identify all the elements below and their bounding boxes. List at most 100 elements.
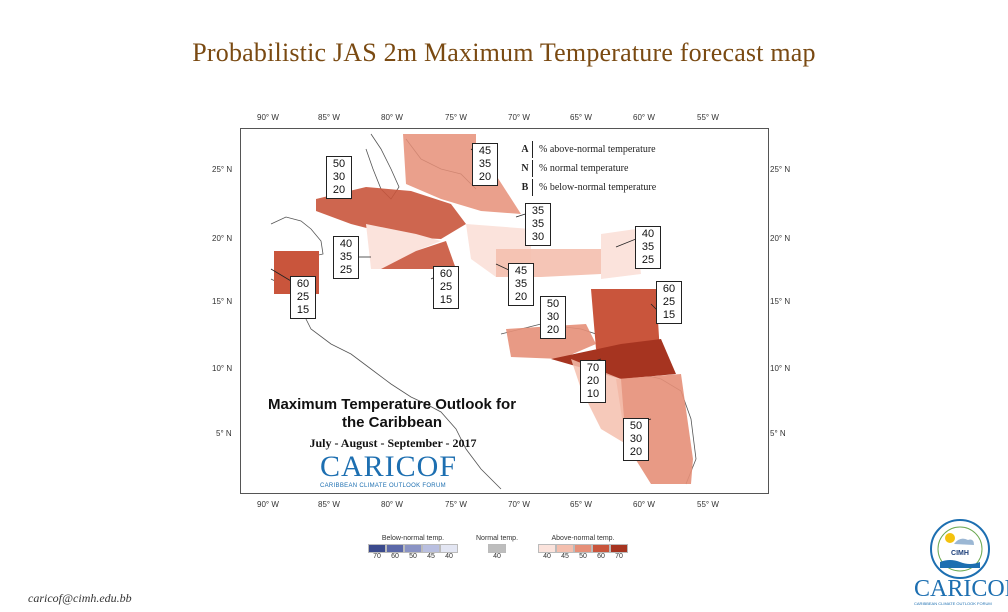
lat-tick-right: 5° N [770, 429, 786, 438]
lon-tick-bottom: 75° W [445, 500, 467, 509]
above-prob: 40 [641, 228, 655, 240]
normal-prob: 35 [641, 241, 655, 253]
legend-text: % below-normal temperature [539, 182, 657, 193]
scale-swatch [488, 544, 506, 553]
below-prob: 25 [641, 254, 655, 266]
above-prob: 50 [546, 298, 560, 310]
below-prob: 15 [662, 309, 676, 321]
probability-box: 40 35 25 [635, 226, 661, 269]
lat-tick-left: 10° N [212, 364, 233, 373]
region-bahamas [403, 134, 521, 214]
region-abc-islands [506, 324, 596, 359]
legend-row: A % above-normal temperature [518, 140, 698, 159]
below-prob: 10 [586, 388, 600, 400]
scale-label: 50 [409, 553, 417, 560]
caricof-small-logo: CARICOF CARIBBEAN CLIMATE OUTLOOK FORUM [914, 576, 1008, 606]
probability-box: 70 20 10 [580, 360, 606, 403]
lat-tick-right: 10° N [770, 364, 791, 373]
cimh-logo-text: CIMH [951, 550, 969, 557]
below-normal-title: Below-normal temp. [381, 535, 445, 542]
above-prob: 60 [296, 278, 310, 290]
legend-row: N % normal temperature [518, 159, 698, 178]
scale-label: 60 [391, 553, 399, 560]
below-prob: 20 [546, 324, 560, 336]
normal-prob: 35 [531, 218, 545, 230]
scale-swatch [610, 544, 628, 553]
below-normal-scale: Below-normal temp. 70 60 50 45 40 [368, 535, 458, 560]
normal-prob: 25 [662, 296, 676, 308]
below-prob: 25 [339, 264, 353, 276]
lon-tick-bottom: 55° W [697, 500, 719, 509]
normal-prob: 20 [586, 375, 600, 387]
normal-prob: 35 [514, 278, 528, 290]
normal-prob: 30 [332, 171, 346, 183]
lon-tick-bottom: 80° W [381, 500, 403, 509]
outlook-title: Maximum Temperature Outlook for the Cari… [267, 396, 517, 431]
lon-tick-top: 55° W [697, 113, 719, 122]
above-normal-title: Above-normal temp. [551, 535, 615, 542]
lon-tick-bottom: 65° W [570, 500, 592, 509]
wave-icon [940, 560, 980, 568]
probability-box: 60 25 15 [433, 266, 459, 309]
lon-tick-bottom: 70° W [508, 500, 530, 509]
above-prob: 40 [339, 238, 353, 250]
below-prob: 20 [514, 291, 528, 303]
probability-box: 60 25 15 [656, 281, 682, 324]
scale-swatch [422, 544, 440, 553]
lon-tick-bottom: 60° W [633, 500, 655, 509]
below-prob: 30 [531, 231, 545, 243]
legend-text: % normal temperature [539, 163, 629, 174]
scale-swatch [538, 544, 556, 553]
probability-box: 60 25 15 [290, 276, 316, 319]
lon-tick-top: 65° W [570, 113, 592, 122]
caricof-logo-subtitle: CARIBBEAN CLIMATE OUTLOOK FORUM [320, 483, 446, 489]
lon-tick-top: 75° W [445, 113, 467, 122]
scale-swatch [368, 544, 386, 553]
legend-key: A [518, 141, 533, 158]
probability-box: 45 35 20 [508, 263, 534, 306]
lon-tick-top: 60° W [633, 113, 655, 122]
lat-tick-right: 25° N [770, 165, 791, 174]
probability-box: 40 35 25 [333, 236, 359, 279]
probability-box: 50 30 20 [540, 296, 566, 339]
season-label: July - August - September - 2017 [309, 436, 477, 450]
normal-prob: 35 [339, 251, 353, 263]
lat-tick-right: 20° N [770, 234, 791, 243]
region-leeward [601, 229, 641, 279]
above-prob: 45 [514, 265, 528, 277]
above-prob: 45 [478, 145, 492, 157]
scale-swatch [386, 544, 404, 553]
above-prob: 60 [439, 268, 453, 280]
lon-tick-top: 85° W [318, 113, 340, 122]
normal-scale: Normal temp. 40 [476, 535, 518, 560]
normal-prob: 25 [296, 291, 310, 303]
lon-tick-top: 70° W [508, 113, 530, 122]
region-trinidad [551, 339, 676, 379]
lon-tick-bottom: 90° W [257, 500, 279, 509]
scale-label: 60 [597, 553, 605, 560]
caricof-small-word: CARICOF [914, 576, 1008, 602]
above-prob: 60 [662, 283, 676, 295]
scale-label: 70 [615, 553, 623, 560]
scale-label: 40 [493, 553, 501, 560]
region-w-cuba [366, 224, 441, 269]
lon-tick-top: 90° W [257, 113, 279, 122]
scale-label: 50 [579, 553, 587, 560]
scale-label: 45 [561, 553, 569, 560]
normal-prob: 30 [629, 433, 643, 445]
footer-email: caricof@cimh.edu.bb [28, 591, 132, 605]
region-jamaica [381, 241, 456, 269]
below-prob: 20 [629, 446, 643, 458]
above-prob: 70 [586, 362, 600, 374]
below-prob: 15 [439, 294, 453, 306]
scale-label: 45 [427, 553, 435, 560]
probability-box: 50 30 20 [623, 418, 649, 461]
normal-title: Normal temp. [476, 535, 519, 542]
below-prob: 20 [332, 184, 346, 196]
scale-label: 40 [445, 553, 453, 560]
below-prob: 20 [478, 171, 492, 183]
scale-label: 70 [373, 553, 381, 560]
caricof-small-subtitle: CARIBBEAN CLIMATE OUTLOOK FORUM [914, 601, 992, 606]
lat-tick-left: 25° N [212, 165, 233, 174]
above-prob: 50 [332, 158, 346, 170]
